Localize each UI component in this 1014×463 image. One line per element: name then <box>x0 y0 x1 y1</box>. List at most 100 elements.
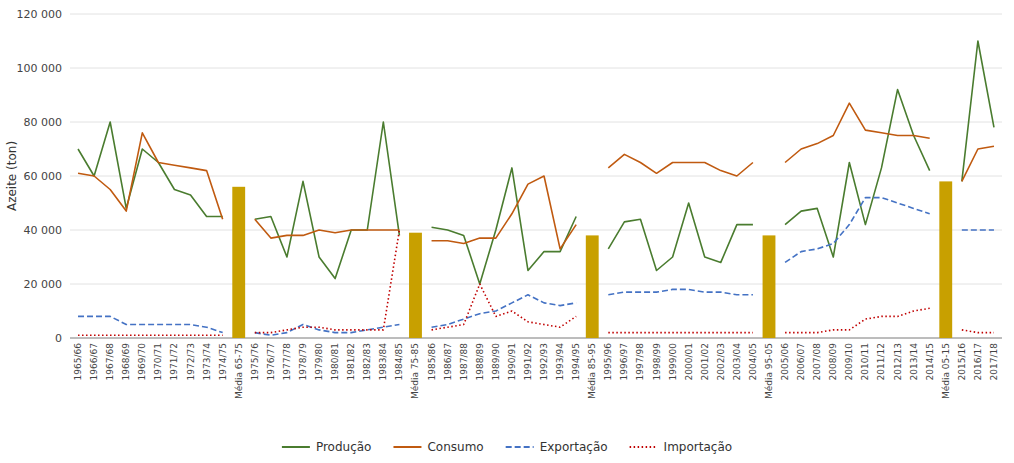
legend-item: Produção <box>282 440 372 454</box>
x-tick-label: 1985/86 <box>427 343 437 381</box>
x-tick-label: 2005/06 <box>780 343 790 381</box>
x-tick-label: 1996/97 <box>619 343 629 380</box>
x-tick-label: 1986/87 <box>443 343 453 380</box>
y-tick-label: 20 000 <box>24 278 63 291</box>
x-tick-label: 2000/01 <box>684 343 694 380</box>
bar <box>586 235 599 338</box>
grid-line <box>70 68 1002 69</box>
y-tick-label: 80 000 <box>24 116 63 129</box>
grid-line <box>70 14 1002 15</box>
x-tick-label: 2001/02 <box>700 343 710 380</box>
line <box>78 198 994 336</box>
x-tick-label: 1995/96 <box>603 343 613 381</box>
x-tick-label: 1973/74 <box>202 343 212 381</box>
y-tick-label: 40 000 <box>24 224 63 237</box>
chart: 0 20 000 40 000 60 000 80 000 100 000 120 000 A… <box>0 0 1014 463</box>
y-tick-label: 0 <box>55 332 62 345</box>
x-tick-label: 1983/84 <box>378 343 388 381</box>
x-tick-label: 1980/81 <box>330 343 340 380</box>
x-tick-label: 1999/00 <box>668 343 678 381</box>
legend-item: Importação <box>630 440 732 454</box>
x-tick-label: 1971/72 <box>169 343 179 380</box>
legend-swatch <box>282 446 310 448</box>
x-tick-label: Média 65-75 <box>234 343 244 399</box>
line <box>78 230 994 335</box>
x-tick-label: 1972/73 <box>186 343 196 380</box>
bar <box>232 187 245 338</box>
x-tick-label: 2012/13 <box>893 343 903 380</box>
x-tick-label: 2004/05 <box>748 343 758 380</box>
grid-line <box>70 338 1002 339</box>
x-tick-label: 1975/76 <box>250 343 260 381</box>
x-tick-label: 1984/85 <box>394 343 404 380</box>
x-tick-label: 1991/92 <box>523 343 533 380</box>
x-tick-label: Média 75-85 <box>410 343 420 399</box>
x-tick-label: 1989/90 <box>491 343 501 381</box>
y-axis-label: Azeite (ton) <box>5 141 19 211</box>
x-tick-label: 2007/08 <box>812 343 822 381</box>
x-tick-label: 1992/93 <box>539 343 549 380</box>
x-tick-label: 1969/70 <box>137 343 147 381</box>
x-tick-label: 1976/77 <box>266 343 276 380</box>
x-tick-label: 1965/66 <box>73 343 83 381</box>
y-tick-label: 120 000 <box>17 8 63 21</box>
x-tick-label: 1997/98 <box>635 343 645 381</box>
x-tick-label: 2013/14 <box>909 343 919 381</box>
legend-item: Consumo <box>393 440 483 454</box>
grid-line <box>70 176 1002 177</box>
grid-line <box>70 122 1002 123</box>
series <box>78 41 994 338</box>
x-tick-label: 1988/89 <box>475 343 485 381</box>
x-tick-label: 1966/67 <box>89 343 99 380</box>
x-axis: 1965/66 1966/67 1967/68 1968/69 1969/70 1970/… <box>73 343 999 399</box>
x-tick-label: 1990/91 <box>507 343 517 380</box>
x-tick-label: 1981/82 <box>346 343 356 380</box>
x-tick-label: 1967/68 <box>105 343 115 381</box>
legend-label: Importação <box>664 440 732 454</box>
x-tick-label: 1993/94 <box>555 343 565 381</box>
legend-label: Produção <box>316 440 372 454</box>
x-tick-label: 1970/71 <box>153 343 163 380</box>
x-tick-label: 2008/09 <box>828 343 838 381</box>
x-tick-label: Média 95-05 <box>764 343 774 399</box>
x-tick-label: 2015/16 <box>957 343 967 381</box>
x-tick-label: 1968/69 <box>121 343 131 381</box>
x-tick-label: 2002/03 <box>716 343 726 380</box>
legend-swatch <box>630 446 658 448</box>
y-axis: 0 20 000 40 000 60 000 80 000 100 000 120 000 <box>17 8 1003 345</box>
x-tick-label: 1987/88 <box>459 343 469 381</box>
x-tick-label: 2006/07 <box>796 343 806 380</box>
x-tick-label: 2009/10 <box>844 343 854 381</box>
y-tick-label: 100 000 <box>17 62 63 75</box>
legend-item: Exportação <box>506 440 608 454</box>
x-tick-label: 1979/80 <box>314 343 324 381</box>
bar <box>939 181 952 338</box>
line <box>78 103 994 249</box>
grid-line <box>70 284 1002 285</box>
x-tick-label: 1977/78 <box>282 343 292 381</box>
line <box>78 41 994 284</box>
x-tick-label: 1994/95 <box>571 343 581 380</box>
legend-swatch <box>506 446 534 448</box>
x-tick-label: 2017/18 <box>989 343 999 381</box>
grid-line <box>70 230 1002 231</box>
legend-label: Consumo <box>427 440 483 454</box>
x-axis-line <box>70 338 1002 339</box>
x-tick-label: 2011/12 <box>876 343 886 380</box>
x-tick-label: 1998/99 <box>652 343 662 381</box>
x-tick-label: 1974/75 <box>218 343 228 380</box>
x-tick-label: Média 05-15 <box>941 343 951 399</box>
bar <box>409 233 422 338</box>
legend-label: Exportação <box>540 440 608 454</box>
x-tick-label: 1978/79 <box>298 343 308 381</box>
x-tick-label: 2014/15 <box>925 343 935 380</box>
x-tick-label: 2003/04 <box>732 343 742 381</box>
x-tick-label: 2010/11 <box>860 343 870 380</box>
x-tick-label: 2016/17 <box>973 343 983 380</box>
x-tick-label: 1982/83 <box>362 343 372 380</box>
x-tick-label: Média 85-95 <box>587 343 597 399</box>
legend-swatch <box>393 446 421 448</box>
legend: Produção Consumo Exportação Importação <box>282 440 732 454</box>
y-tick-label: 60 000 <box>24 170 63 183</box>
bar <box>763 235 776 338</box>
